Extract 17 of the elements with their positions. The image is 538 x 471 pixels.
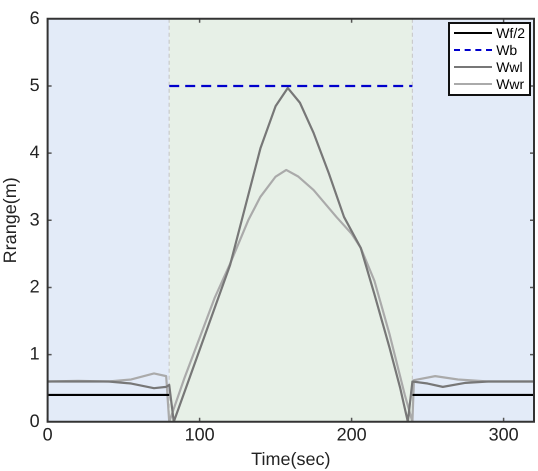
legend-label: Wb bbox=[496, 42, 518, 58]
y-tick-label: 4 bbox=[30, 142, 40, 162]
x-axis-title: Time(sec) bbox=[251, 449, 330, 470]
legend-label: Wwr bbox=[496, 76, 524, 92]
x-tick-label: 300 bbox=[488, 424, 519, 445]
y-tick-label: 3 bbox=[30, 209, 40, 230]
y-tick-label: 5 bbox=[30, 74, 40, 95]
y-tick-label: 6 bbox=[30, 8, 40, 28]
y-tick-label: 0 bbox=[30, 410, 40, 431]
legend-label: Wf/2 bbox=[496, 25, 525, 42]
x-tick-label: 0 bbox=[42, 424, 53, 445]
x-tick-label: 100 bbox=[184, 424, 215, 445]
y-tick-label: 1 bbox=[30, 344, 40, 364]
legend-label: Wwl bbox=[496, 59, 523, 76]
x-tick-label: 200 bbox=[336, 424, 367, 445]
y-axis-title: Rrange(m) bbox=[0, 177, 20, 264]
y-tick-label: 2 bbox=[30, 276, 40, 296]
